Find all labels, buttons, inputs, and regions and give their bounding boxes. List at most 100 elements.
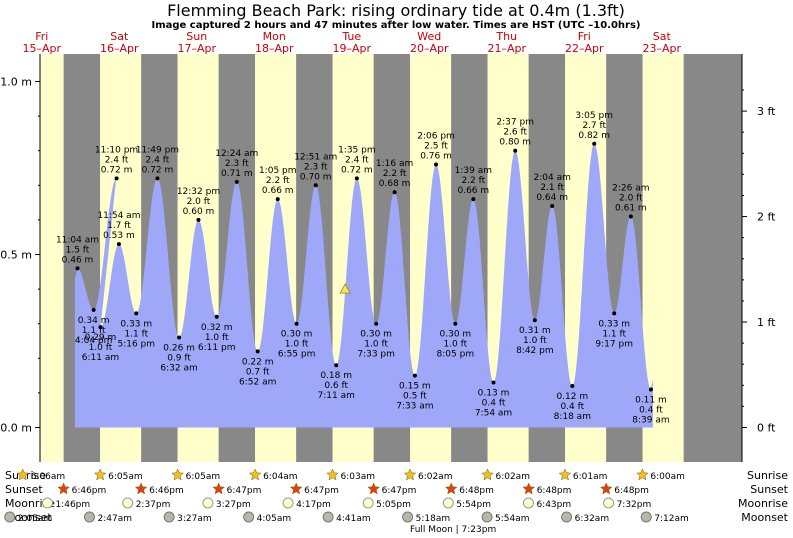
sunset-time: 6:48pm <box>459 486 494 496</box>
low-tide-label: 0.4 ft <box>482 399 506 409</box>
daylight-band <box>40 54 64 462</box>
tide-point <box>532 318 537 323</box>
low-tide-label: 0.33 m <box>120 319 152 329</box>
sunrise-star-icon <box>481 468 494 481</box>
moonrise-time: 4:17pm <box>296 500 331 510</box>
high-tide-label: 1.7 ft <box>107 221 131 231</box>
low-tide-label: 5:16 pm <box>117 339 155 349</box>
sunset-time: 6:47pm <box>382 486 417 496</box>
row-label-right: Moonrise <box>738 497 788 510</box>
low-tide-label: 1.0 ft <box>89 343 113 353</box>
high-tide-label: 0.60 m <box>183 207 215 217</box>
low-tide-label: 1.0 ft <box>205 333 229 343</box>
low-tide-label: 0.34 m <box>78 316 110 326</box>
tide-point <box>570 383 575 388</box>
low-tide-label: 1.1 ft <box>124 329 148 339</box>
low-tide-label: 0.15 m <box>399 382 431 392</box>
moonrise-icon <box>41 497 53 509</box>
day-date: 19–Apr <box>332 42 371 55</box>
low-tide-label: 0.4 ft <box>560 402 584 412</box>
day-weekday: Thu <box>495 30 517 43</box>
low-tide-label: 7:11 am <box>318 391 355 401</box>
low-tide-label: 8:42 pm <box>516 346 554 356</box>
tide-point <box>134 311 139 316</box>
moonrise-time: 2:37pm <box>136 500 171 510</box>
tide-point <box>334 363 339 368</box>
low-tide-label: 0.18 m <box>320 371 352 381</box>
day-date: 15–Apr <box>22 42 61 55</box>
high-tide-label: 1:05 pm <box>259 166 297 176</box>
high-tide-label: 1.5 ft <box>66 245 90 255</box>
sunrise-star-icon <box>326 468 339 481</box>
day-date: 16–Apr <box>100 42 139 55</box>
high-tide-label: 0.68 m <box>379 179 411 189</box>
high-tide-label: 2.4 ft <box>345 155 369 165</box>
day-weekday: Sat <box>110 30 129 43</box>
day-weekday: Fri <box>35 30 48 43</box>
row-label-left: Sunset <box>5 483 43 496</box>
moonset-time: 4:41am <box>336 514 371 524</box>
tide-point <box>196 217 201 222</box>
high-tide-label: 2.7 ft <box>582 121 606 131</box>
moonrise-time: 6:43pm <box>536 500 571 510</box>
low-tide-label: 8:05 pm <box>437 350 475 360</box>
moonset-time: 4:05am <box>257 514 292 524</box>
tide-point <box>294 321 299 326</box>
moonset-time: 2:05am <box>18 514 53 524</box>
moonset-time: 5:18am <box>416 514 451 524</box>
low-tide-label: 1.0 ft <box>523 336 547 346</box>
high-tide-label: 2:37 pm <box>496 118 534 128</box>
low-tide-label: 9:17 pm <box>595 339 633 349</box>
moonrise-time: 5:54pm <box>456 500 491 510</box>
low-tide-label: 0.5 ft <box>403 392 427 402</box>
high-tide-label: 0.66 m <box>262 186 294 196</box>
tide-point <box>513 148 518 153</box>
high-tide-label: 0.66 m <box>457 186 489 196</box>
high-tide-label: 2.2 ft <box>266 176 290 186</box>
high-tide-label: 0.82 m <box>578 131 610 141</box>
tide-point <box>412 373 417 378</box>
moonrise-icon <box>362 497 374 509</box>
tide-point <box>255 349 260 354</box>
low-tide-label: 7:33 am <box>396 402 433 412</box>
moonset-icon <box>640 511 652 523</box>
sunset-time: 6:48pm <box>614 486 649 496</box>
day-date: 17–Apr <box>177 42 216 55</box>
high-tide-label: 2.0 ft <box>187 197 211 207</box>
tide-point <box>592 141 597 146</box>
moonset-icon <box>4 511 16 523</box>
moonrise-time: 7:32pm <box>617 500 652 510</box>
low-tide-label: 7:54 am <box>475 409 512 419</box>
right-tick-label: 3 ft <box>757 105 776 118</box>
day-weekday: Fri <box>578 30 591 43</box>
low-tide-label: 0.11 m <box>635 395 667 405</box>
sunrise-time: 6:04am <box>263 472 298 482</box>
sunset-star-icon <box>522 482 536 495</box>
moonrise-icon <box>442 497 454 509</box>
tide-point <box>214 314 219 319</box>
moonset-icon <box>481 511 493 523</box>
tide-point <box>98 325 103 330</box>
chart-title: Flemming Beach Park: rising ordinary tid… <box>167 1 625 20</box>
tide-point <box>354 176 359 181</box>
row-label-left: Moonset <box>5 511 52 524</box>
sunrise-time: 6:03am <box>341 472 376 482</box>
high-tide-label: 11:04 am <box>56 235 99 245</box>
tide-point <box>313 183 318 188</box>
sunrise-time: 6:06am <box>31 472 66 482</box>
moonset-icon <box>83 511 95 523</box>
moonset-time: 6:32am <box>575 514 610 524</box>
tide-point <box>550 204 555 209</box>
low-tide-label: 0.4 ft <box>639 405 663 415</box>
low-tide-label: 0.31 m <box>519 326 551 336</box>
low-tide-label: 1.0 ft <box>364 340 388 350</box>
high-tide-label: 2.2 ft <box>461 176 485 186</box>
sunset-time: 6:47pm <box>227 486 262 496</box>
sunrise-time: 6:00am <box>650 472 685 482</box>
day-date: 18–Apr <box>255 42 294 55</box>
sunrise-time: 6:02am <box>418 472 453 482</box>
tide-point <box>612 311 617 316</box>
low-tide-label: 0.7 ft <box>246 367 270 377</box>
low-tide-label: 4:04 pm <box>75 336 113 346</box>
sunrise-time: 6:02am <box>495 472 530 482</box>
